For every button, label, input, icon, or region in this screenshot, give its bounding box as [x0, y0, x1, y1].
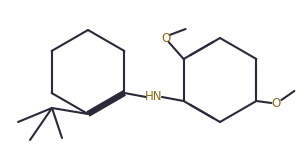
Text: HN: HN — [145, 91, 163, 104]
Text: O: O — [272, 97, 281, 110]
Text: O: O — [161, 33, 170, 46]
